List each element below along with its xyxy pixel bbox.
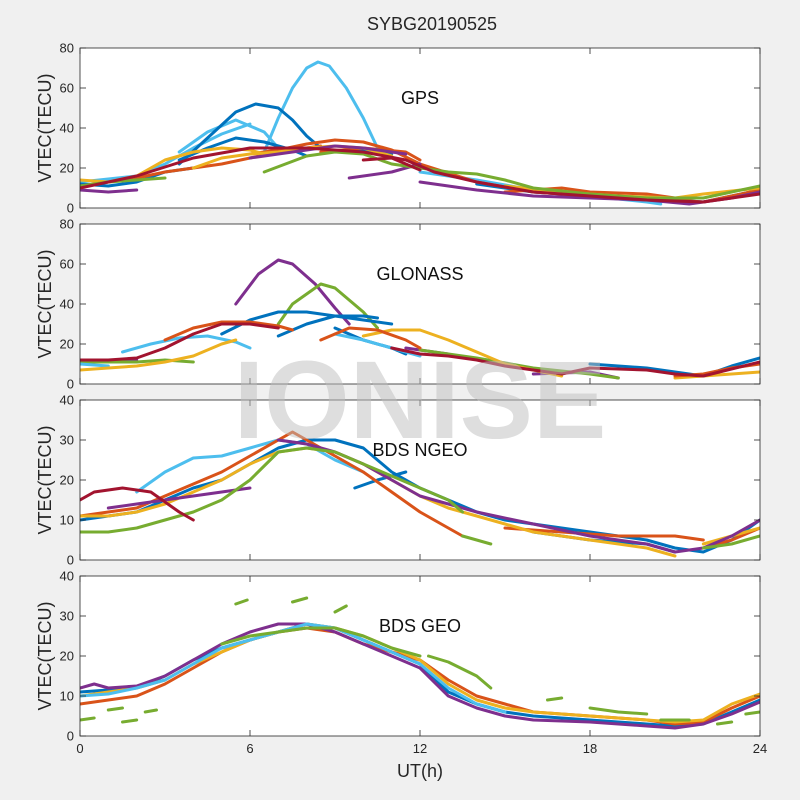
series-line-11 [143, 708, 158, 714]
y-tick-label: 80 [60, 217, 74, 232]
y-tick-label: 40 [60, 121, 74, 136]
y-tick-label: 40 [60, 297, 74, 312]
panel-2: 0 20 40 60 80 VTEC(TECU) GLONASS [35, 217, 761, 392]
series-line-6 [220, 626, 422, 658]
series-line-5 [177, 102, 323, 166]
y-tick-label: 80 [60, 41, 74, 56]
series-line-3 [353, 470, 408, 490]
y-axis-label: VTEC(TECU) [35, 250, 55, 359]
x-tick-label: 0 [76, 741, 83, 756]
series-line-2 [80, 438, 760, 554]
plot-area [80, 400, 760, 560]
series-line-9 [276, 314, 379, 338]
y-tick-label: 40 [60, 569, 74, 584]
series-line-12 [80, 446, 464, 534]
y-tick-label: 20 [60, 161, 74, 176]
series-line-8 [80, 716, 96, 722]
y-tick-label: 10 [60, 689, 74, 704]
series-line-10 [588, 356, 760, 378]
panel-title: GLONASS [376, 264, 463, 284]
y-tick-label: 60 [60, 81, 74, 96]
series-line-17 [248, 144, 408, 160]
x-tick-label: 18 [583, 741, 597, 756]
y-axis-label: VTEC(TECU) [35, 602, 55, 711]
panel-title: GPS [401, 88, 439, 108]
panel-title: BDS NGEO [372, 440, 467, 460]
series-line-5 [276, 282, 379, 330]
x-tick-label: 6 [246, 741, 253, 756]
series-line-12 [234, 598, 249, 606]
series-group [80, 60, 760, 206]
y-tick-label: 20 [60, 337, 74, 352]
series-line-23 [80, 146, 760, 204]
x-tick-label: 24 [753, 741, 767, 756]
series-group [80, 258, 760, 380]
series-line-15 [80, 338, 238, 372]
series-line-1 [262, 60, 379, 154]
series-line-15 [546, 696, 564, 702]
series-line-13 [461, 534, 493, 546]
y-tick-label: 0 [67, 729, 74, 744]
y-tick-label: 20 [60, 649, 74, 664]
series-line-16 [588, 706, 649, 716]
series-line-13 [291, 596, 309, 604]
x-axis-label: UT(h) [397, 761, 443, 781]
series-line-12 [121, 334, 252, 354]
series-line-5 [80, 622, 507, 714]
series-line-7 [418, 348, 620, 380]
chart-title: SYBG20190525 [367, 14, 497, 34]
series-group [80, 430, 760, 558]
x-tick-label: 12 [413, 741, 427, 756]
y-tick-label: 40 [60, 393, 74, 408]
series-line-18 [163, 320, 294, 342]
series-group [80, 596, 760, 730]
series-line-14 [701, 534, 760, 550]
series-line-1 [135, 438, 365, 494]
panel-3: 0 10 20 30 40 VTEC(TECU) BDS NGEO [35, 393, 761, 568]
y-tick-label: 30 [60, 433, 74, 448]
series-line-10 [106, 486, 252, 510]
series-line-6 [80, 358, 195, 364]
series-line-10 [121, 718, 139, 724]
y-tick-label: 60 [60, 257, 74, 272]
series-line-14 [80, 362, 110, 368]
series-line-22 [262, 150, 760, 200]
y-tick-label: 0 [67, 201, 74, 216]
series-line-6 [503, 526, 705, 542]
series-line-9 [106, 706, 124, 712]
series-line-22 [390, 346, 760, 378]
series-line-24 [361, 156, 422, 172]
watermark: IONISE [234, 339, 607, 462]
series-line-4 [80, 622, 760, 730]
plot-area [80, 48, 760, 208]
y-tick-label: 0 [67, 377, 74, 392]
panel-1: 0 20 40 60 80 VTEC(TECU) GPS [35, 41, 761, 216]
series-line-8 [220, 310, 394, 336]
y-axis-label: VTEC(TECU) [35, 74, 55, 183]
series-line-15 [80, 486, 195, 522]
series-line-1 [234, 258, 351, 326]
y-tick-label: 10 [60, 513, 74, 528]
y-tick-label: 30 [60, 609, 74, 624]
series-line-17 [673, 370, 760, 380]
series-line-2 [177, 118, 280, 154]
panel-4: 0 10 20 30 40 0 6 12 18 24 VTEC(TECU) BDS GEO [35, 569, 767, 757]
series-line-7 [427, 654, 493, 690]
series-line-14 [333, 604, 348, 614]
series-line-19 [319, 326, 422, 350]
y-axis-label: VTEC(TECU) [35, 426, 55, 535]
panel-title: BDS GEO [379, 616, 461, 636]
series-line-18 [716, 720, 734, 726]
y-tick-label: 20 [60, 473, 74, 488]
series-line-19 [80, 188, 139, 194]
y-tick-label: 0 [67, 553, 74, 568]
series-line-21 [80, 322, 280, 362]
series-line-19 [744, 710, 760, 716]
